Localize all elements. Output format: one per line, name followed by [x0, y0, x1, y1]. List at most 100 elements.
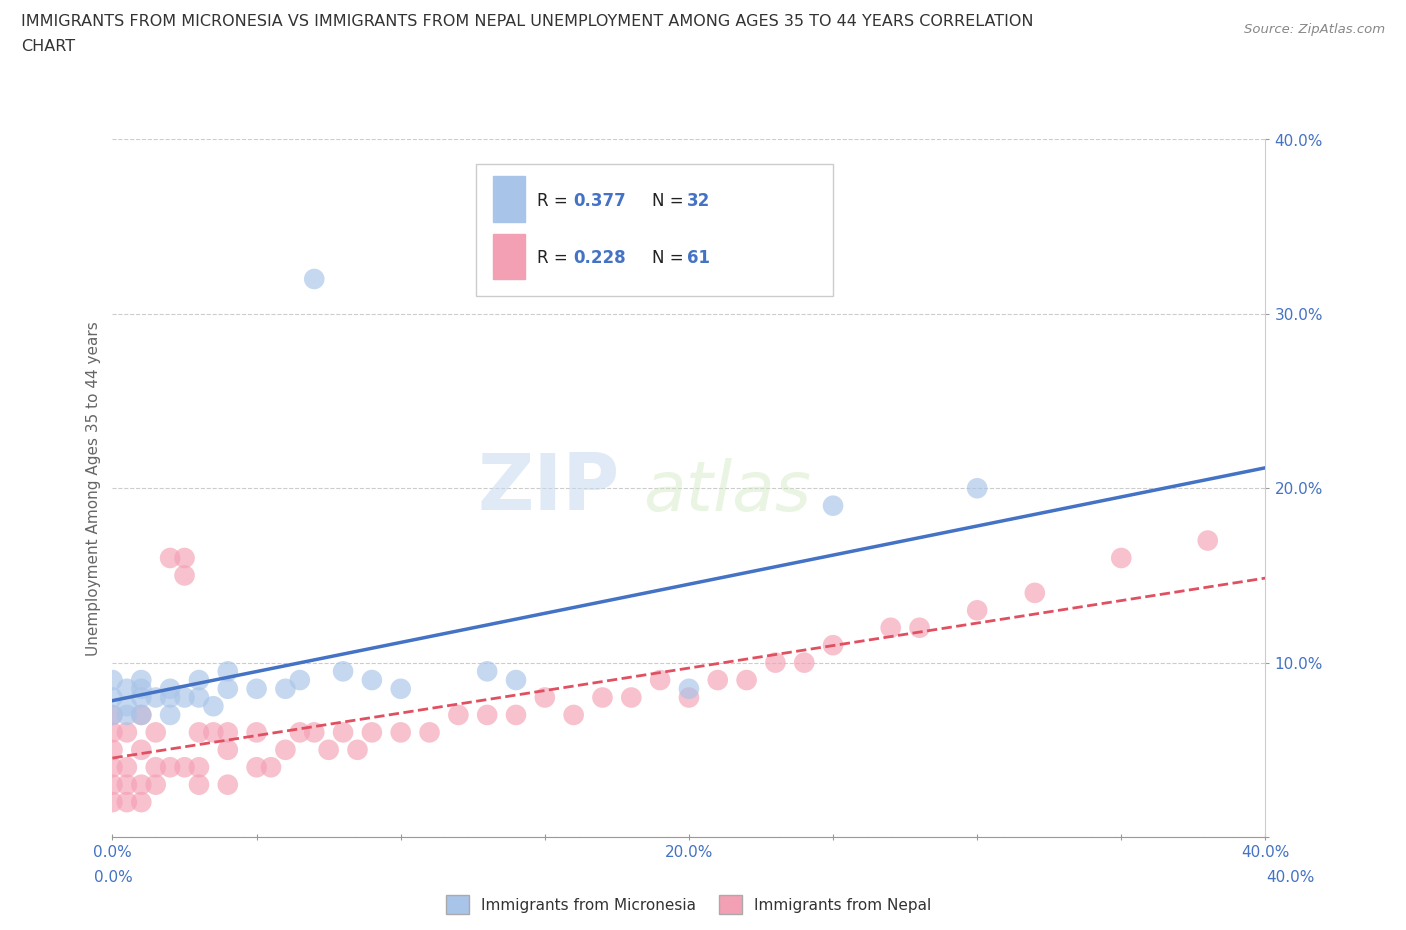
Point [101, 708, 124, 723]
Point [159, 760, 181, 775]
Point [880, 620, 903, 635]
Point [419, 725, 441, 740]
Point [245, 682, 267, 697]
Point [188, 672, 211, 687]
Point [202, 725, 225, 740]
Point [101, 672, 124, 687]
Text: IMMIGRANTS FROM MICRONESIA VS IMMIGRANTS FROM NEPAL UNEMPLOYMENT AMONG AGES 35 T: IMMIGRANTS FROM MICRONESIA VS IMMIGRANTS… [21, 14, 1033, 29]
Point [159, 690, 181, 705]
Point [360, 672, 382, 687]
Point [173, 568, 195, 583]
Point [129, 708, 153, 723]
Text: 0.377: 0.377 [574, 192, 627, 209]
Point [129, 708, 153, 723]
Point [475, 708, 498, 723]
Point [145, 760, 167, 775]
Point [260, 760, 283, 775]
FancyBboxPatch shape [494, 234, 526, 279]
Point [115, 725, 138, 740]
Point [202, 698, 225, 713]
Point [360, 725, 382, 740]
Point [217, 742, 239, 757]
Y-axis label: Unemployment Among Ages 35 to 44 years: Unemployment Among Ages 35 to 44 years [86, 321, 101, 656]
Point [173, 690, 195, 705]
Text: 61: 61 [686, 249, 710, 267]
Text: 40.0%: 40.0% [1267, 870, 1315, 884]
Point [447, 708, 470, 723]
Point [217, 725, 239, 740]
Point [115, 682, 138, 697]
Text: R =: R = [537, 192, 572, 209]
Point [173, 760, 195, 775]
Point [188, 690, 211, 705]
FancyBboxPatch shape [494, 176, 526, 221]
Point [505, 708, 527, 723]
Point [966, 481, 988, 496]
Point [288, 672, 311, 687]
Point [274, 682, 297, 697]
Point [389, 682, 412, 697]
Point [765, 655, 787, 670]
Point [346, 742, 368, 757]
Point [620, 690, 643, 705]
Text: ZIP: ZIP [478, 450, 620, 526]
Point [129, 682, 153, 697]
Point [188, 777, 211, 792]
Point [115, 708, 138, 723]
Text: CHART: CHART [21, 39, 75, 54]
Text: 32: 32 [686, 192, 710, 209]
Point [101, 760, 124, 775]
Point [678, 690, 700, 705]
Point [188, 725, 211, 740]
Point [288, 725, 311, 740]
Point [217, 682, 239, 697]
Point [145, 725, 167, 740]
FancyBboxPatch shape [475, 164, 832, 297]
Point [101, 690, 124, 705]
Point [129, 777, 153, 792]
Point [332, 725, 354, 740]
Point [115, 760, 138, 775]
Point [678, 682, 700, 697]
Point [274, 742, 297, 757]
Point [129, 672, 153, 687]
Point [101, 725, 124, 740]
Point [217, 664, 239, 679]
Text: R =: R = [537, 249, 572, 267]
Point [101, 794, 124, 809]
Point [1111, 551, 1133, 565]
Point [735, 672, 758, 687]
Legend: Immigrants from Micronesia, Immigrants from Nepal: Immigrants from Micronesia, Immigrants f… [440, 889, 938, 920]
Text: 0.228: 0.228 [574, 249, 626, 267]
Point [101, 708, 124, 723]
Point [505, 672, 527, 687]
Point [159, 708, 181, 723]
Point [706, 672, 728, 687]
Point [821, 638, 844, 653]
Point [129, 690, 153, 705]
Point [966, 603, 988, 618]
Point [217, 777, 239, 792]
Point [1024, 586, 1046, 601]
Point [821, 498, 844, 513]
Text: N =: N = [652, 249, 689, 267]
Text: atlas: atlas [643, 458, 811, 525]
Point [159, 551, 181, 565]
Point [159, 682, 181, 697]
Point [332, 664, 354, 679]
Text: 0.0%: 0.0% [94, 870, 134, 884]
Point [115, 698, 138, 713]
Point [129, 794, 153, 809]
Point [592, 690, 614, 705]
Point [1197, 533, 1219, 548]
Point [318, 742, 340, 757]
Point [304, 272, 326, 286]
Point [793, 655, 815, 670]
Point [533, 690, 555, 705]
Point [908, 620, 931, 635]
Point [188, 760, 211, 775]
Point [173, 551, 195, 565]
Point [129, 742, 153, 757]
Point [245, 760, 267, 775]
Point [101, 777, 124, 792]
